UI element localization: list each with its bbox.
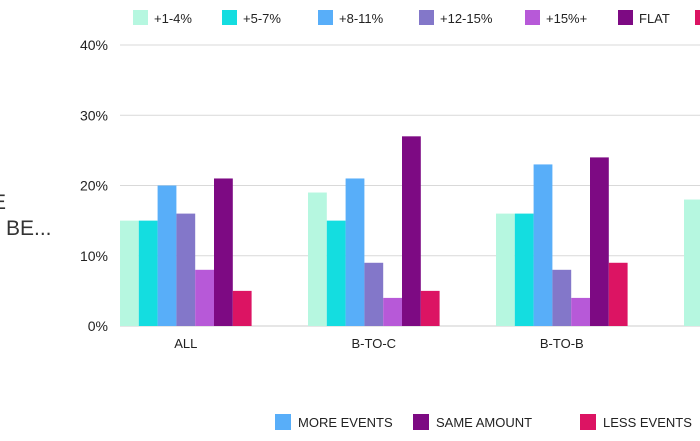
y-tick-label: 20% (80, 178, 108, 194)
bar (608, 262, 628, 326)
bottom-legend-label: LESS EVENTS (603, 415, 692, 430)
x-axis: ALL B-TO-C B-TO-B (174, 336, 583, 351)
y-tick-label: 0% (88, 318, 108, 334)
side-text-line-2: BE... (6, 217, 52, 240)
bar (514, 213, 534, 326)
bar (684, 199, 700, 326)
bar (571, 297, 590, 326)
bar (402, 136, 421, 326)
legend-top: +1-4% +5-7% +8-11% +12-15% +15%+ FLAT (133, 10, 700, 26)
bar (157, 185, 177, 326)
legend-label: +5-7% (243, 11, 281, 26)
legend-swatch (133, 10, 148, 25)
y-tick-label: 40% (80, 37, 108, 53)
bottom-legend-swatch (413, 414, 429, 430)
bottom-legend-swatch (275, 414, 291, 430)
bar (308, 192, 327, 326)
legend-swatch (618, 10, 633, 25)
bar (533, 164, 553, 326)
legend-swatch (318, 10, 333, 25)
bar (120, 220, 139, 326)
bar (496, 213, 515, 326)
bottom-legend-swatch (580, 414, 596, 430)
y-tick-label: 30% (80, 107, 108, 123)
bar (590, 157, 609, 326)
bar (420, 290, 440, 326)
legend-swatch (695, 10, 700, 25)
bar (383, 297, 402, 326)
bars (120, 136, 700, 326)
bar (232, 290, 252, 326)
bar (214, 178, 233, 326)
bar (195, 269, 214, 326)
legend-bottom: MORE EVENTS SAME AMOUNT LESS EVENTS (275, 414, 692, 430)
bottom-legend-label: MORE EVENTS (298, 415, 393, 430)
bar (345, 178, 365, 326)
legend-label: +1-4% (154, 11, 192, 26)
bar (326, 220, 346, 326)
x-tick-label: B-TO-C (352, 336, 397, 351)
bar (552, 269, 572, 326)
bottom-legend-label: SAME AMOUNT (436, 415, 532, 430)
side-text-line-1: E (0, 188, 32, 218)
bar (364, 262, 384, 326)
x-tick-label: ALL (174, 336, 197, 351)
bar (138, 220, 158, 326)
bar (176, 213, 196, 326)
legend-label: +15%+ (546, 11, 587, 26)
legend-label: FLAT (639, 11, 670, 26)
x-tick-label: B-TO-B (540, 336, 584, 351)
legend-swatch (222, 10, 237, 25)
legend-swatch (419, 10, 434, 25)
legend-swatch (525, 10, 540, 25)
y-tick-label: 10% (80, 248, 108, 264)
legend-label: +8-11% (339, 11, 384, 26)
y-axis: 0% 10% 20% 30% 40% (80, 37, 108, 334)
legend-label: +12-15% (440, 11, 493, 26)
